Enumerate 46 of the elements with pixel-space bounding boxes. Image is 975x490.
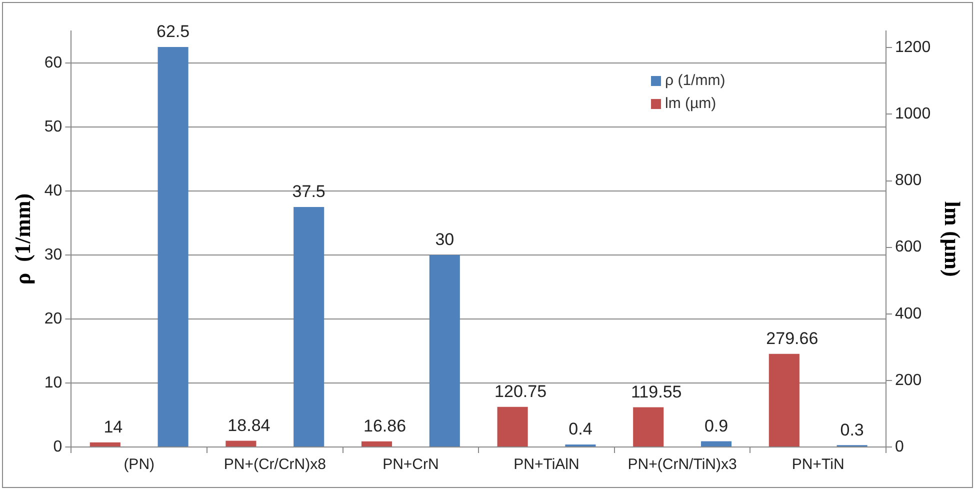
bar <box>497 406 528 446</box>
y2-tick-label: 400 <box>895 305 922 322</box>
bar <box>768 354 800 446</box>
data-label: 120.75 <box>494 382 547 401</box>
bar <box>90 442 120 446</box>
data-label: 14 <box>104 418 123 437</box>
y-tick-label: 40 <box>44 182 62 200</box>
bar <box>700 441 732 446</box>
y2-tick-label: 1200 <box>895 39 931 56</box>
data-label: 30 <box>435 230 454 250</box>
data-label: 119.55 <box>630 382 682 402</box>
y-tick-label: 30 <box>44 246 62 264</box>
data-label: 16.86 <box>363 416 406 436</box>
data-label: 18.84 <box>228 416 270 435</box>
bar <box>361 441 392 446</box>
data-label: 62.5 <box>156 22 190 42</box>
data-label: 0.4 <box>568 420 592 439</box>
legend-label: ρ (1/mm) <box>665 72 726 90</box>
data-label: 0.3 <box>840 420 864 440</box>
legend-label: lm (µm) <box>665 95 716 112</box>
x-tick-label: PN+TiAlN <box>514 456 580 474</box>
y2-tick-label: 800 <box>895 172 922 190</box>
bar <box>158 47 188 446</box>
x-tick-label: PN+CrN <box>382 456 439 474</box>
x-tick-label: PN+(CrN/TiN)x3 <box>628 456 737 474</box>
y-tick-label: 50 <box>44 118 62 136</box>
y2-tick-label: 1000 <box>895 106 931 123</box>
x-tick-label: (PN) <box>124 456 155 474</box>
bar <box>294 207 324 446</box>
y-tick-label: 60 <box>44 54 62 72</box>
y2-tick-label: 200 <box>895 372 922 389</box>
y-tick-label: 0 <box>53 438 62 456</box>
y2-axis-title: lm (µm) <box>940 201 966 277</box>
bar <box>226 440 256 446</box>
x-tick-label: PN+(Cr/CrN)x8 <box>224 456 326 474</box>
data-label: 0.9 <box>704 416 728 436</box>
y2-tick-label: 600 <box>895 238 922 256</box>
bar <box>429 255 460 446</box>
data-label: 37.5 <box>292 182 326 202</box>
data-label: 279.66 <box>766 329 818 348</box>
y-tick-label: 10 <box>44 374 62 392</box>
y-axis-title: ρ (1/mm) <box>10 193 35 285</box>
x-tick-label: PN+TiN <box>792 456 844 474</box>
bar <box>633 407 664 446</box>
y-tick-label: 20 <box>44 310 62 328</box>
y2-tick-label: 0 <box>895 438 904 456</box>
